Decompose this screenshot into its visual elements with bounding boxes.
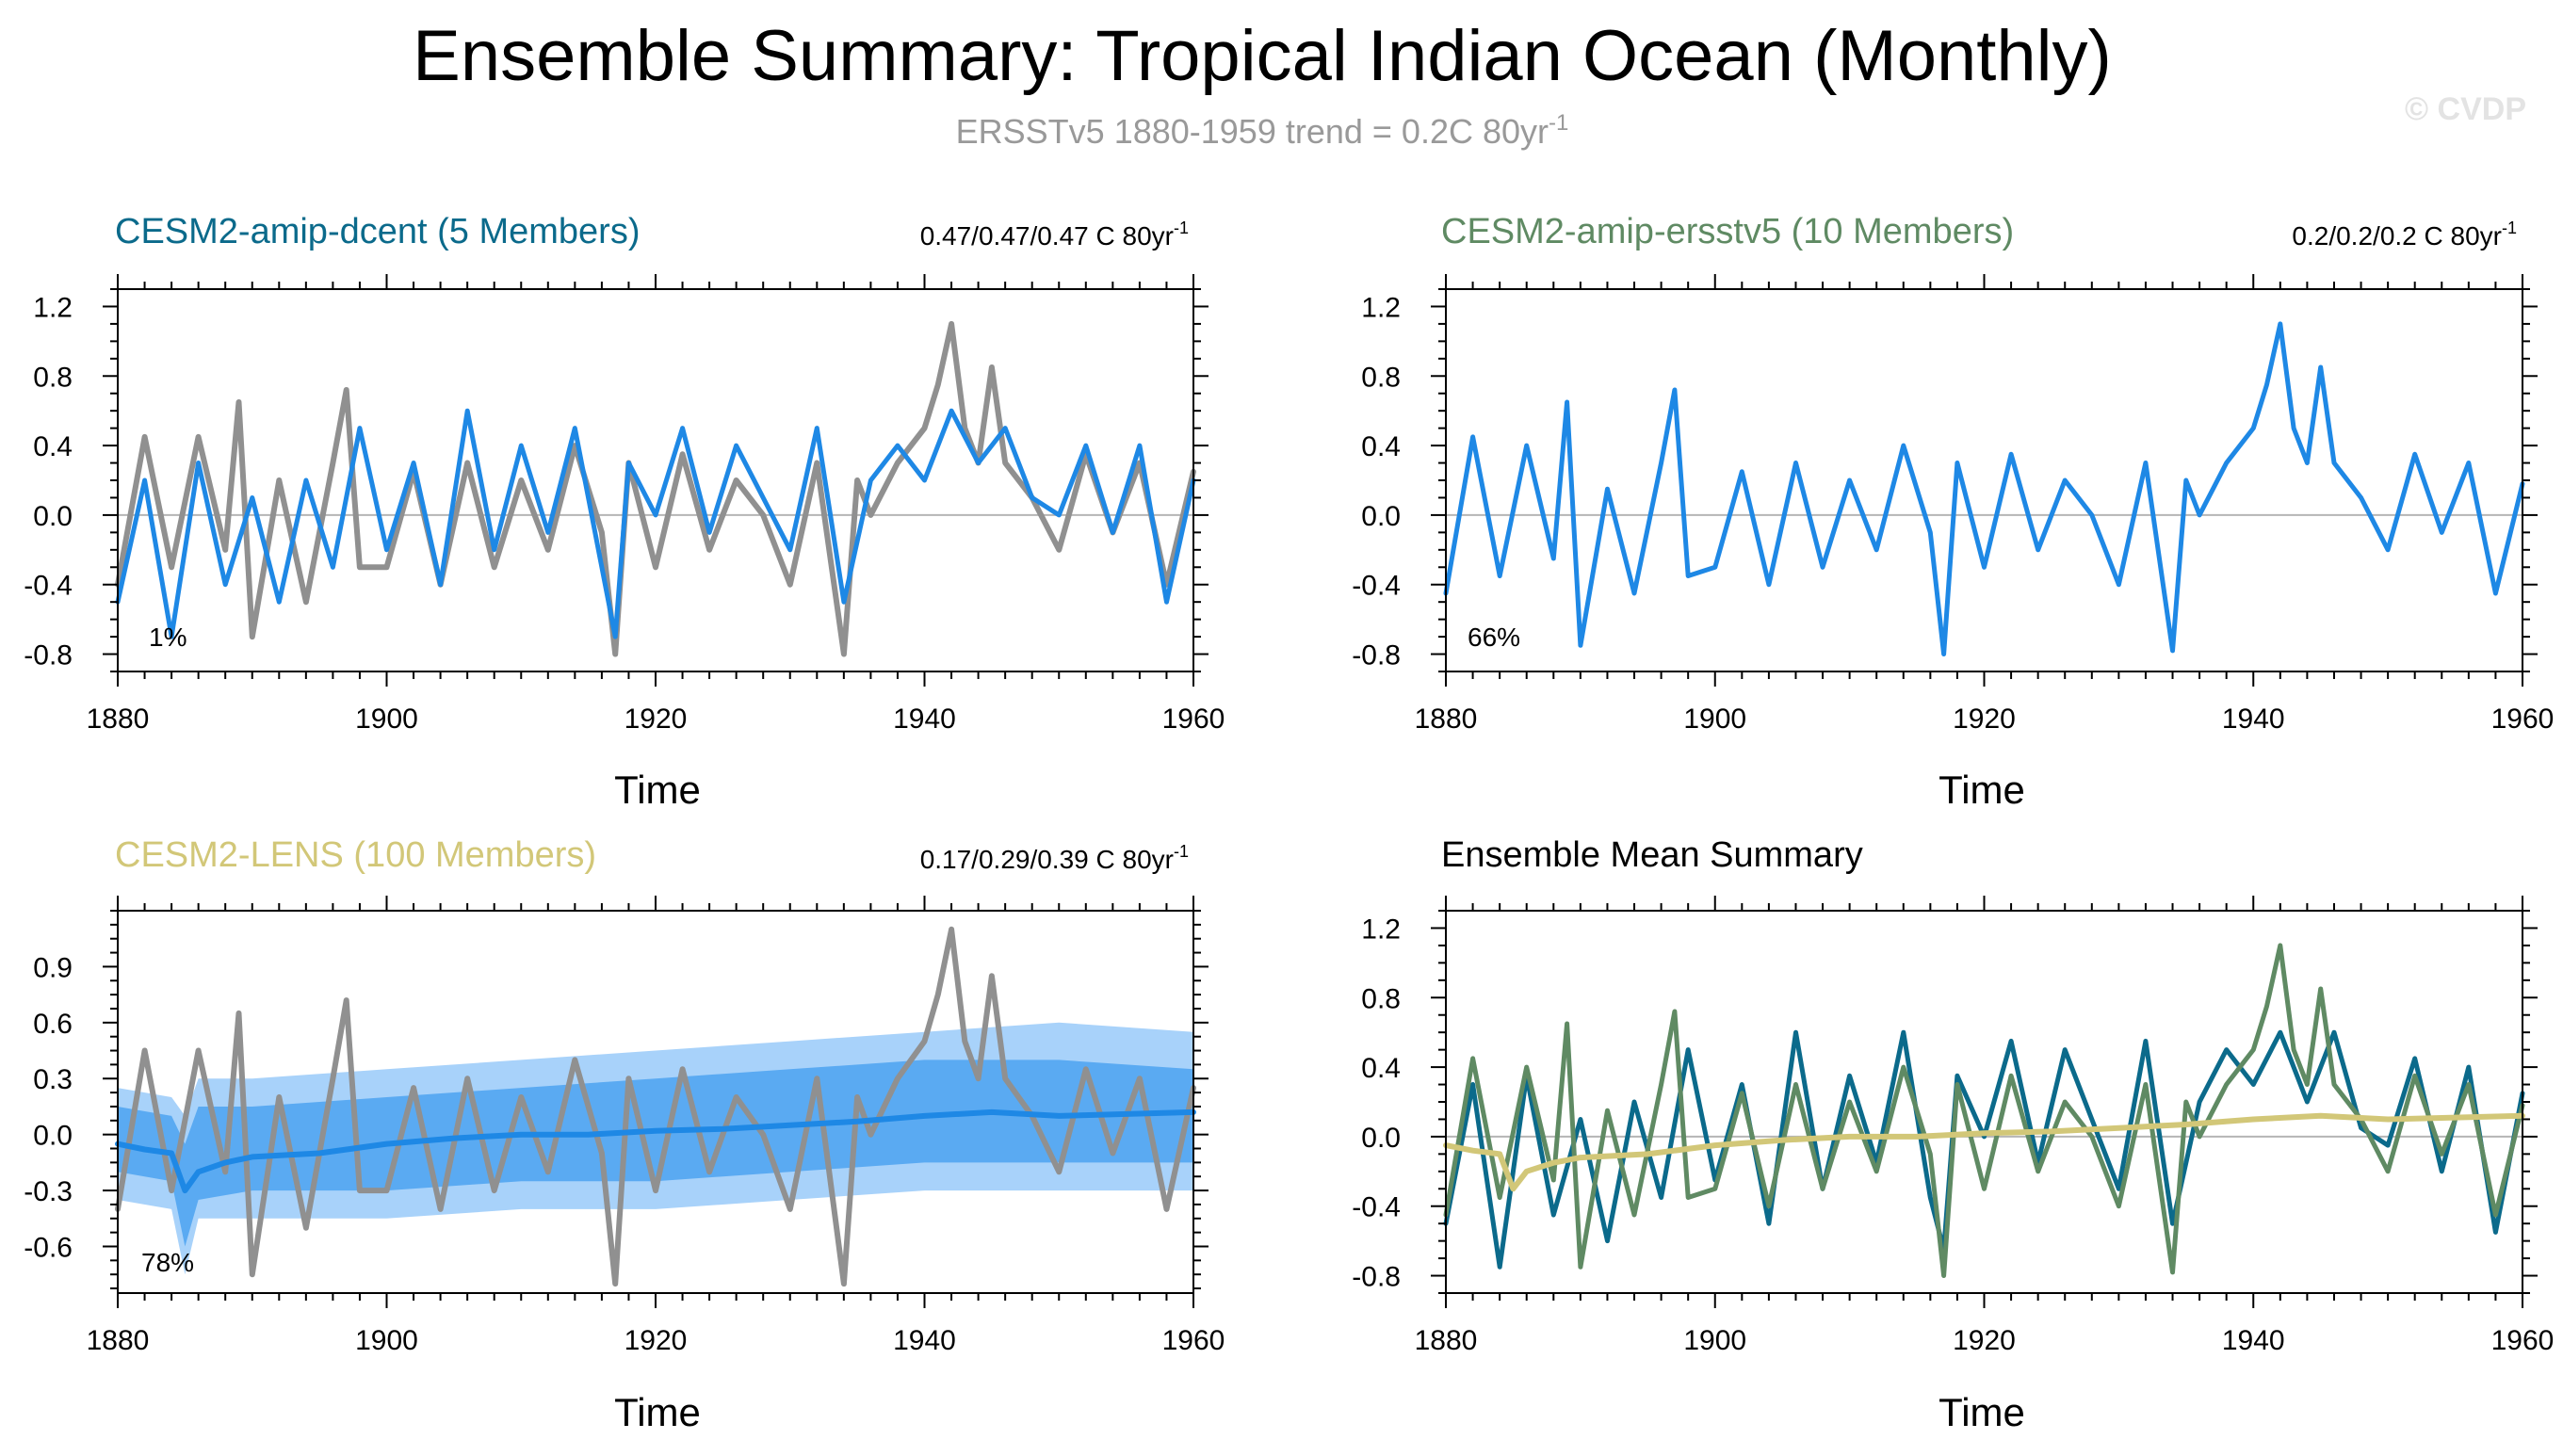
panel-dcent-percent: 1% [149, 623, 187, 652]
summary-ytick-label: -0.8 [1352, 1262, 1401, 1293]
ersstv5-xtick-label: 1900 [1683, 704, 1746, 735]
dcent-series-obs [115, 320, 1196, 657]
panel-dcent-title: CESM2-amip-dcent (5 Members) [115, 212, 640, 251]
panel-summary-plot: 1880 1900 1920 1940 1960 -0.8 -0.4 0.0 0.4 0.8 1.2 [1352, 896, 2554, 1356]
dcent-ytick-label: -0.8 [24, 640, 73, 671]
dcent-ytick-label: 1.2 [33, 292, 73, 323]
lens-xtick-label: 1880 [87, 1325, 150, 1356]
summary-series-dcent [1443, 1029, 2525, 1270]
lens-xtick-label: 1920 [625, 1325, 688, 1356]
panel-lens-trend-main: 0.17/0.29/0.39 C 80yr [920, 845, 1174, 874]
dcent-series-member [115, 408, 1196, 639]
summary-ytick-label: -0.4 [1352, 1192, 1401, 1223]
summary-ytick-label: 1.2 [1361, 914, 1401, 945]
ersstv5-xtick-label: 1920 [1953, 704, 2016, 735]
panel-lens-trend-sup: -1 [1174, 842, 1189, 861]
summary-ytick-label: 0.0 [1361, 1123, 1401, 1154]
dcent-ytick-label: 0.8 [33, 362, 73, 393]
panel-ersstv5-trend-main: 0.2/0.2/0.2 C 80yr [2292, 221, 2502, 251]
panel-ersstv5: CESM2-amip-ersstv5 (10 Members) 0.2/0.2/… [1352, 212, 2554, 812]
lens-xtick-label: 1900 [355, 1325, 418, 1356]
summary-xtick-label: 1900 [1683, 1325, 1746, 1356]
panel-ersstv5-trend: 0.2/0.2/0.2 C 80yr-1 [2292, 218, 2517, 251]
ersstv5-ytick-label: 0.4 [1361, 431, 1401, 462]
figure-subtitle: ERSSTv5 1880-1959 trend = 0.2C 80yr-1 [956, 110, 1569, 151]
ersstv5-series-member [1443, 321, 2525, 656]
summary-ytick-label: 0.8 [1361, 983, 1401, 1014]
figure-subtitle-main: ERSSTv5 1880-1959 trend = 0.2C 80yr [956, 112, 1549, 151]
panel-lens-title: CESM2-LENS (100 Members) [115, 835, 596, 875]
ersstv5-ytick-label: -0.8 [1352, 640, 1401, 671]
summary-xtick-label: 1960 [2491, 1325, 2555, 1356]
summary-xtick-label: 1940 [2222, 1325, 2285, 1356]
dcent-xtick-label: 1920 [625, 704, 688, 735]
panel-lens-xlabel: Time [614, 1390, 701, 1434]
ersstv5-ytick-label: 1.2 [1361, 292, 1401, 323]
watermark: © CVDP [2405, 91, 2526, 127]
ersstv5-ytick-label: 0.8 [1361, 362, 1401, 393]
panel-dcent: CESM2-amip-dcent (5 Members) 0.47/0.47/0… [24, 212, 1225, 812]
panel-ersstv5-xlabel: Time [1938, 768, 2025, 812]
panel-summary-title: Ensemble Mean Summary [1441, 835, 1863, 875]
summary-xtick-label: 1920 [1953, 1325, 2016, 1356]
dcent-ytick-label: 0.0 [33, 501, 73, 532]
dcent-xtick-label: 1960 [1162, 704, 1225, 735]
panel-dcent-trend-main: 0.47/0.47/0.47 C 80yr [920, 221, 1174, 251]
dcent-xtick-label: 1880 [87, 704, 150, 735]
dcent-ytick-label: -0.4 [24, 571, 73, 602]
panel-lens-plot: 1880 1900 1920 1940 1960 -0.6 -0.3 0.0 0.3 0.6 0.9 [24, 896, 1225, 1356]
figure-title: Ensemble Summary: Tropical Indian Ocean … [413, 16, 2112, 96]
panel-lens-percent: 78% [141, 1248, 194, 1277]
lens-ytick-label: -0.6 [24, 1232, 73, 1263]
dcent-ytick-label: 0.4 [33, 431, 73, 462]
summary-ytick-label: 0.4 [1361, 1053, 1401, 1084]
ersstv5-xtick-label: 1880 [1415, 704, 1478, 735]
summary-series-lens [1443, 1112, 2525, 1192]
panel-ersstv5-percent: 66% [1468, 623, 1520, 652]
ersstv5-xtick-label: 1960 [2491, 704, 2555, 735]
dcent-xtick-label: 1900 [355, 704, 418, 735]
summary-xtick-label: 1880 [1415, 1325, 1478, 1356]
panel-summary: Ensemble Mean Summary 1880 1900 1920 1940 19… [1352, 835, 2554, 1434]
lens-xtick-label: 1960 [1162, 1325, 1225, 1356]
panel-dcent-xlabel: Time [614, 768, 701, 812]
lens-ytick-label: 0.6 [33, 1009, 73, 1040]
ersstv5-ytick-label: 0.0 [1361, 501, 1401, 532]
panel-dcent-plot: 1880 1900 1920 1940 1960 -0.8 -0.4 0.0 0.4 0.8 1.2 [24, 274, 1225, 735]
lens-ytick-label: 0.3 [33, 1064, 73, 1095]
ersstv5-ytick-label: -0.4 [1352, 571, 1401, 602]
lens-ytick-label: 0.9 [33, 952, 73, 983]
panel-dcent-trend: 0.47/0.47/0.47 C 80yr-1 [920, 218, 1189, 251]
lens-series-mean [115, 1108, 1196, 1194]
figure-subtitle-sup: -1 [1549, 110, 1568, 136]
lens-spread-band-inner [118, 1060, 1193, 1247]
panel-ersstv5-plot: 1880 1900 1920 1940 1960 -0.8 -0.4 0.0 0.4 0.8 1.2 [1352, 274, 2554, 735]
panel-summary-xlabel: Time [1938, 1390, 2025, 1434]
lens-xtick-label: 1940 [893, 1325, 956, 1356]
panel-dcent-trend-sup: -1 [1174, 218, 1189, 237]
panel-ersstv5-trend-sup: -1 [2502, 218, 2517, 237]
dcent-xtick-label: 1940 [893, 704, 956, 735]
panel-lens-trend: 0.17/0.29/0.39 C 80yr-1 [920, 842, 1189, 874]
lens-ytick-label: -0.3 [24, 1176, 73, 1207]
ersstv5-xtick-label: 1940 [2222, 704, 2285, 735]
panel-lens: CESM2-LENS (100 Members) 0.17/0.29/0.39 … [24, 835, 1225, 1434]
panel-ersstv5-title: CESM2-amip-ersstv5 (10 Members) [1441, 212, 2014, 251]
lens-ytick-label: 0.0 [33, 1121, 73, 1152]
